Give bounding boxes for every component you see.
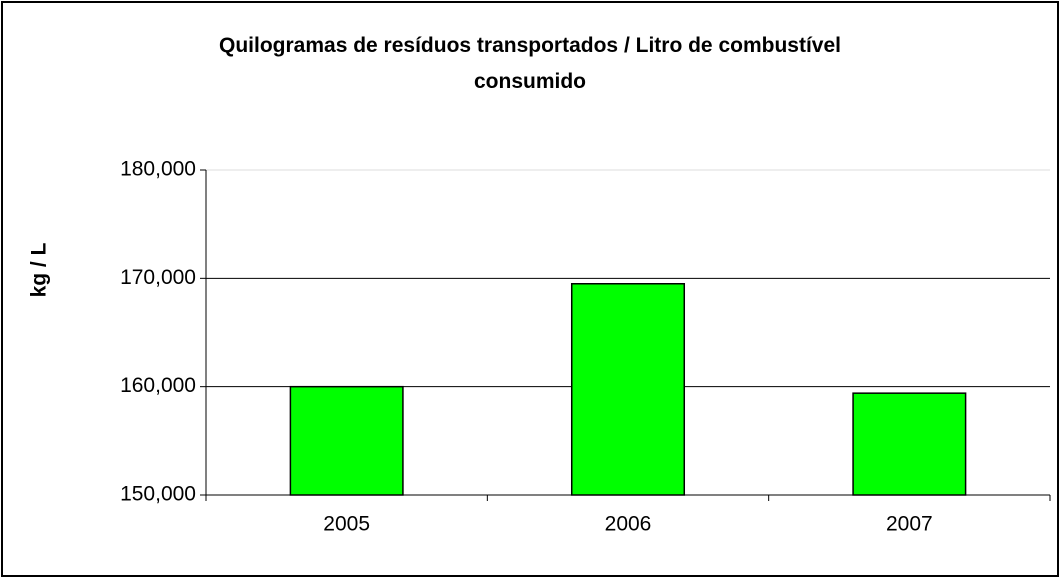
y-axis-label: kg / L xyxy=(28,242,51,297)
bar xyxy=(289,385,404,496)
x-tick-label: 2005 xyxy=(323,513,370,536)
x-tick-label: 2006 xyxy=(605,513,652,536)
y-tick-label: 160,000 xyxy=(120,374,196,397)
bar xyxy=(570,283,686,496)
y-tick-label: 150,000 xyxy=(120,483,196,506)
bar xyxy=(852,392,967,496)
chart-title: Quilogramas de resíduos transportados / … xyxy=(219,34,841,93)
y-tick-label: 180,000 xyxy=(120,158,196,181)
y-tick-label: 170,000 xyxy=(120,266,196,289)
x-tick-label: 2007 xyxy=(886,513,933,536)
